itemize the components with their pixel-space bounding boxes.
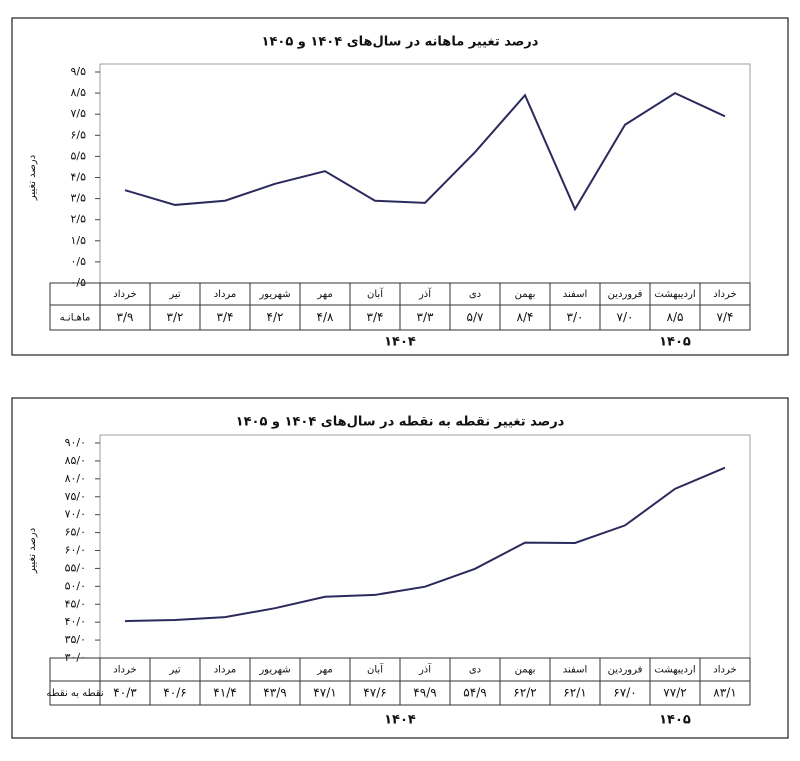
y-tick-label: ۴/۵ bbox=[70, 171, 86, 184]
row-label: نقطه به نقطه bbox=[46, 688, 103, 699]
y-tick-label: ۵۵/۰ bbox=[65, 561, 86, 574]
value-label: ۴۷/۱ bbox=[313, 686, 336, 700]
value-label: ۳/۴ bbox=[217, 310, 234, 324]
x-tick-label: مهر bbox=[316, 289, 332, 300]
value-label: ۸۳/۱ bbox=[713, 686, 736, 700]
value-label: ۴۷/۶ bbox=[363, 686, 386, 700]
x-tick-label: خرداد bbox=[113, 665, 136, 676]
chart-frame bbox=[11, 17, 789, 356]
y-tick-label: ۸/۵ bbox=[70, 86, 86, 99]
year-label: ۱۴۰۴ bbox=[384, 335, 416, 350]
value-label: ۶۷/۰ bbox=[613, 686, 636, 700]
x-tick-label: آذر bbox=[418, 663, 432, 676]
x-tick-label: بهمن bbox=[515, 665, 536, 676]
value-label: ۷۷/۲ bbox=[663, 686, 686, 700]
x-tick-label: مهر bbox=[316, 665, 332, 676]
plot-area bbox=[99, 63, 751, 284]
y-axis-label: درصد تغییر bbox=[27, 155, 38, 201]
x-tick-label: اردیبهشت bbox=[654, 289, 695, 300]
x-tick-label: شهریور bbox=[258, 665, 290, 676]
x-tick-label: بهمن bbox=[515, 289, 536, 300]
x-tick-label: تیر bbox=[168, 289, 181, 300]
chart-frame bbox=[11, 397, 789, 739]
value-label: ۸/۵ bbox=[667, 310, 684, 324]
x-tick-label: مرداد bbox=[214, 665, 237, 676]
chart-title: درصد تغییر ماهانه در سال‌های ۱۴۰۴ و ۱۴۰۵ bbox=[262, 35, 539, 50]
x-tick-label: خرداد bbox=[713, 289, 736, 300]
y-tick-label: ۲/۵ bbox=[70, 213, 86, 226]
value-label: ۷/۴ bbox=[717, 310, 734, 324]
y-tick-label: ۳۵/۰ bbox=[65, 633, 86, 646]
value-label: ۴۳/۹ bbox=[263, 686, 286, 700]
y-tick-label: ۴۰/۰ bbox=[65, 615, 86, 628]
x-tick-label: فروردین bbox=[608, 289, 643, 300]
x-tick-label: اسفند bbox=[563, 665, 587, 676]
x-tick-label: شهریور bbox=[258, 289, 290, 300]
value-label: ۸/۴ bbox=[517, 310, 534, 324]
x-tick-label: فروردین bbox=[608, 665, 643, 676]
value-label: ۷/۰ bbox=[617, 310, 634, 324]
value-label: ۴۱/۴ bbox=[213, 686, 236, 700]
y-tick-label: ۸۰/۰ bbox=[65, 472, 86, 485]
value-label: ۳/۲ bbox=[167, 310, 184, 324]
x-tick-label: تیر bbox=[168, 665, 181, 676]
x-tick-label: آبان bbox=[367, 287, 384, 300]
value-label: ۴۰/۶ bbox=[163, 686, 186, 700]
value-label: ۵/۷ bbox=[467, 310, 484, 324]
value-label: ۳/۰ bbox=[567, 310, 584, 324]
y-tick-label: ۷/۵ bbox=[70, 107, 86, 120]
value-label: ۶۲/۱ bbox=[563, 686, 586, 700]
value-label: ۴۹/۹ bbox=[413, 686, 436, 700]
y-tick-label: ۱/۵ bbox=[70, 234, 86, 247]
x-tick-label: اسفند bbox=[563, 289, 587, 300]
y-tick-label: ۴۵/۰ bbox=[65, 597, 86, 610]
x-tick-label: دی bbox=[469, 665, 481, 676]
value-label: ۴/۸ bbox=[317, 310, 334, 324]
year-label: ۱۴۰۵ bbox=[659, 335, 691, 350]
y-tick-label: ۶/۵ bbox=[70, 128, 86, 141]
y-tick-label: ۵/۵ bbox=[70, 149, 86, 162]
value-label: ۳/۹ bbox=[117, 310, 134, 324]
y-tick-label: ۵۰/۰ bbox=[65, 579, 86, 592]
y-tick-label: ۹۰/۰ bbox=[65, 436, 86, 449]
value-label: ۴۰/۳ bbox=[113, 686, 137, 700]
plot-area bbox=[99, 434, 751, 659]
data-line bbox=[124, 91, 726, 212]
row-label: ماهـانـه bbox=[60, 313, 91, 324]
value-label: ۳/۳ bbox=[417, 310, 434, 324]
x-tick-label: اردیبهشت bbox=[654, 665, 695, 676]
y-tick-label: ۳/۵ bbox=[70, 192, 86, 205]
y-tick-label: ۸۵/۰ bbox=[65, 454, 86, 467]
year-label: ۱۴۰۴ bbox=[384, 713, 416, 728]
x-tick-label: آذر bbox=[418, 287, 432, 300]
y-tick-label: ۶۵/۰ bbox=[65, 526, 86, 539]
y-axis-label: درصد تغییر bbox=[27, 528, 38, 574]
value-label: ۳/۴ bbox=[367, 310, 384, 324]
x-tick-label: مرداد bbox=[214, 289, 237, 300]
y-tick-label: ۰/۵ bbox=[70, 255, 86, 268]
y-tick-label: ۷۵/۰ bbox=[65, 490, 86, 503]
chart-title: درصد تغییر نقطه به نقطه در سال‌های ۱۴۰۴ … bbox=[236, 415, 565, 430]
x-tick-label: خرداد bbox=[113, 289, 136, 300]
value-label: ۴/۲ bbox=[267, 310, 284, 324]
x-tick-label: دی bbox=[469, 289, 481, 300]
x-tick-label: خرداد bbox=[713, 665, 736, 676]
x-tick-label: آبان bbox=[367, 663, 384, 676]
year-label: ۱۴۰۵ bbox=[659, 713, 691, 728]
value-label: ۵۴/۹ bbox=[463, 686, 486, 700]
y-tick-label: ۹/۵ bbox=[70, 65, 86, 78]
y-tick-label: ۷۰/۰ bbox=[65, 508, 86, 521]
value-label: ۶۲/۲ bbox=[513, 686, 536, 700]
y-tick-label: ۶۰/۰ bbox=[65, 544, 86, 557]
data-line bbox=[124, 466, 726, 623]
